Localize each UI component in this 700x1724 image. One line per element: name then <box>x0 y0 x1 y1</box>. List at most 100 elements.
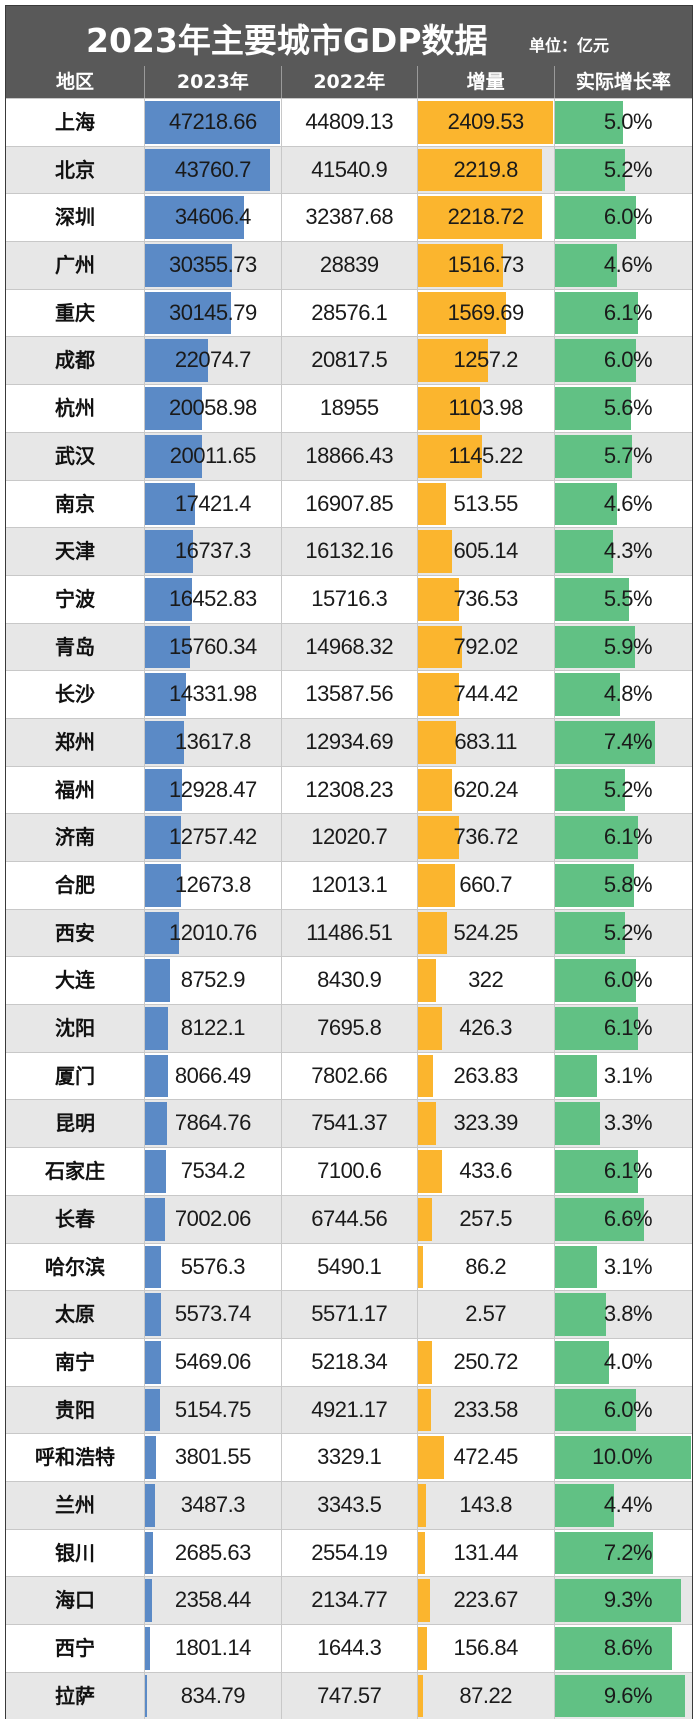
increase-bar <box>417 339 489 383</box>
increase-cell: 620.24 <box>416 766 554 814</box>
table-row: 成都 22074.7 20817.5 1257.2 6.0% <box>6 336 692 385</box>
increase-cell: 660.7 <box>416 862 554 909</box>
growth-rate-value: 5.0% <box>603 109 653 134</box>
increase-cell: 156.84 <box>416 1625 554 1672</box>
increase-bar <box>417 768 453 812</box>
increase-cell: 86.2 <box>416 1243 554 1291</box>
increase-bar <box>417 1483 426 1527</box>
gdp-2022-cell: 16907.85 <box>280 480 417 528</box>
increase-value: 426.3 <box>459 1015 512 1041</box>
increase-value: 2.57 <box>465 1301 507 1327</box>
gdp-2023-value: 12928.47 <box>168 776 257 802</box>
gdp-2023-cell: 47218.66 <box>143 99 281 146</box>
city-cell: 海口 <box>6 1577 144 1624</box>
growth-rate-value: 5.2% <box>603 156 653 182</box>
increase-value: 513.55 <box>453 490 519 516</box>
increase-value: 257.5 <box>459 1205 512 1231</box>
growth-rate-bar <box>554 1150 638 1193</box>
increase-cell: 143.8 <box>416 1481 554 1529</box>
city-name: 南京 <box>54 491 95 516</box>
gdp-2023-bar <box>144 1388 160 1432</box>
increase-cell: 2218.72 <box>416 194 554 242</box>
city-cell: 郑州 <box>6 719 144 766</box>
growth-rate-cell: 4.6% <box>553 480 692 528</box>
gdp-2023-cell: 30355.73 <box>143 242 281 289</box>
increase-value: 233.58 <box>453 1396 519 1422</box>
increase-value: 87.22 <box>459 1682 512 1708</box>
gdp-2022-cell: 1644.3 <box>280 1625 417 1672</box>
increase-bar <box>417 625 463 669</box>
increase-value: 86.2 <box>465 1253 507 1279</box>
gdp-2022-value: 5490.1 <box>317 1253 382 1279</box>
city-name: 广州 <box>54 253 95 278</box>
gdp-2023-bar <box>144 1150 167 1193</box>
increase-value: 524.25 <box>453 919 519 945</box>
table-row: 重庆 30145.79 28576.1 1569.69 6.1% <box>6 288 692 337</box>
gdp-2023-cell: 7864.76 <box>143 1100 281 1148</box>
growth-rate-cell: 5.9% <box>553 623 692 671</box>
gdp-2023-bar <box>144 1007 169 1050</box>
table-row: 西宁 1801.14 1644.3 156.84 8.6% <box>6 1624 692 1672</box>
growth-rate-cell: 5.0% <box>553 99 692 146</box>
gdp-2022-value: 16907.85 <box>305 490 394 516</box>
city-name: 宁波 <box>54 586 95 611</box>
gdp-2022-value: 3343.5 <box>317 1491 382 1517</box>
increase-value: 433.6 <box>459 1158 512 1184</box>
city-name: 太原 <box>54 1302 95 1327</box>
growth-rate-cell: 6.1% <box>553 1005 692 1052</box>
city-name: 大连 <box>54 968 95 993</box>
gdp-2023-value: 7002.06 <box>174 1205 252 1231</box>
city-name: 石家庄 <box>44 1159 105 1184</box>
city-cell: 合肥 <box>6 862 144 909</box>
table-row: 北京 43760.7 41540.9 2219.8 5.2% <box>6 145 692 194</box>
table-row: 深圳 34606.4 32387.68 2218.72 6.0% <box>6 193 692 242</box>
increase-bar <box>417 1436 445 1479</box>
gdp-2023-value: 2685.63 <box>174 1539 252 1565</box>
gdp-2023-bar <box>144 1245 161 1289</box>
gdp-2023-bar <box>144 864 182 907</box>
gdp-2023-cell: 15760.34 <box>143 623 281 671</box>
growth-rate-bar <box>554 673 620 716</box>
gdp-2022-cell: 32387.68 <box>280 194 417 242</box>
growth-rate-bar <box>554 1340 610 1384</box>
gdp-2022-cell: 12020.7 <box>280 814 417 861</box>
gdp-2022-value: 16132.16 <box>305 538 394 564</box>
growth-rate-value: 4.0% <box>603 1348 653 1374</box>
increase-bar <box>417 482 447 526</box>
growth-rate-value: 6.1% <box>603 1015 653 1041</box>
gdp-2022-cell: 12934.69 <box>280 718 417 766</box>
gdp-2022-value: 12308.23 <box>305 776 394 802</box>
increase-cell: 433.6 <box>416 1148 554 1195</box>
gdp-2023-bar <box>144 196 244 240</box>
table-row: 海口 2358.44 2134.77 223.67 9.3% <box>6 1576 692 1624</box>
gdp-2022-cell: 3343.5 <box>280 1481 417 1529</box>
gdp-2023-value: 20011.65 <box>169 442 257 468</box>
gdp-2023-value: 16452.83 <box>168 585 257 611</box>
table-row: 呼和浩特 3801.55 3329.1 472.45 10.0% <box>6 1433 692 1481</box>
city-cell: 太原 <box>6 1291 144 1338</box>
growth-rate-bar <box>554 1245 597 1289</box>
city-cell: 西安 <box>6 910 144 957</box>
increase-value: 736.72 <box>453 824 519 850</box>
growth-rate-cell: 3.1% <box>553 1052 692 1100</box>
increase-value: 143.8 <box>459 1491 512 1517</box>
city-name: 福州 <box>54 777 95 802</box>
gdp-2022-cell: 11486.51 <box>280 909 417 957</box>
growth-rate-value: 4.8% <box>603 681 653 707</box>
table-row: 上海 47218.66 44809.13 2409.53 5.0% <box>6 98 692 146</box>
city-name: 沈阳 <box>54 1016 95 1041</box>
gdp-2023-value: 14331.98 <box>168 681 257 707</box>
city-name: 兰州 <box>54 1492 95 1517</box>
increase-value: 2409.53 <box>447 109 525 134</box>
header-growth-rate: 实际增长率 <box>553 66 692 98</box>
gdp-2023-cell: 8066.49 <box>143 1052 281 1100</box>
growth-rate-cell: 3.3% <box>553 1100 692 1148</box>
city-cell: 杭州 <box>6 385 144 432</box>
growth-rate-bar <box>554 1054 597 1098</box>
gdp-2023-bar <box>144 339 209 383</box>
growth-rate-bar <box>554 1293 607 1336</box>
growth-rate-cell: 3.1% <box>553 1243 692 1291</box>
growth-rate-value: 5.8% <box>603 872 653 897</box>
gdp-2023-bar <box>144 1197 165 1241</box>
gdp-2022-cell: 7541.37 <box>280 1100 417 1148</box>
